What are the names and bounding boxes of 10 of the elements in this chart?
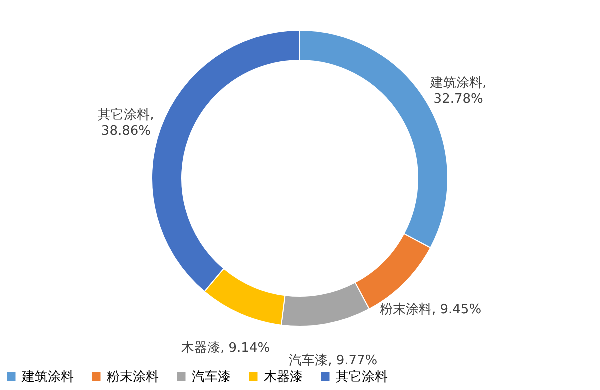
data-label: 建筑涂料, 32.78%	[430, 76, 487, 108]
legend-label: 木器漆	[264, 370, 303, 385]
data-label: 其它涂料, 38.86%	[98, 107, 154, 140]
data-label: 木器漆, 9.14%	[182, 340, 270, 356]
data-label: 汽车漆, 9.77%	[289, 353, 378, 368]
legend-label: 其它涂料	[336, 368, 388, 385]
legend-label: 粉末涂料	[107, 370, 159, 385]
legend-label: 汽车漆	[192, 370, 231, 385]
legend-label: 建筑涂料	[21, 370, 74, 385]
data-label: 粉末涂料, 9.45%	[380, 302, 482, 318]
